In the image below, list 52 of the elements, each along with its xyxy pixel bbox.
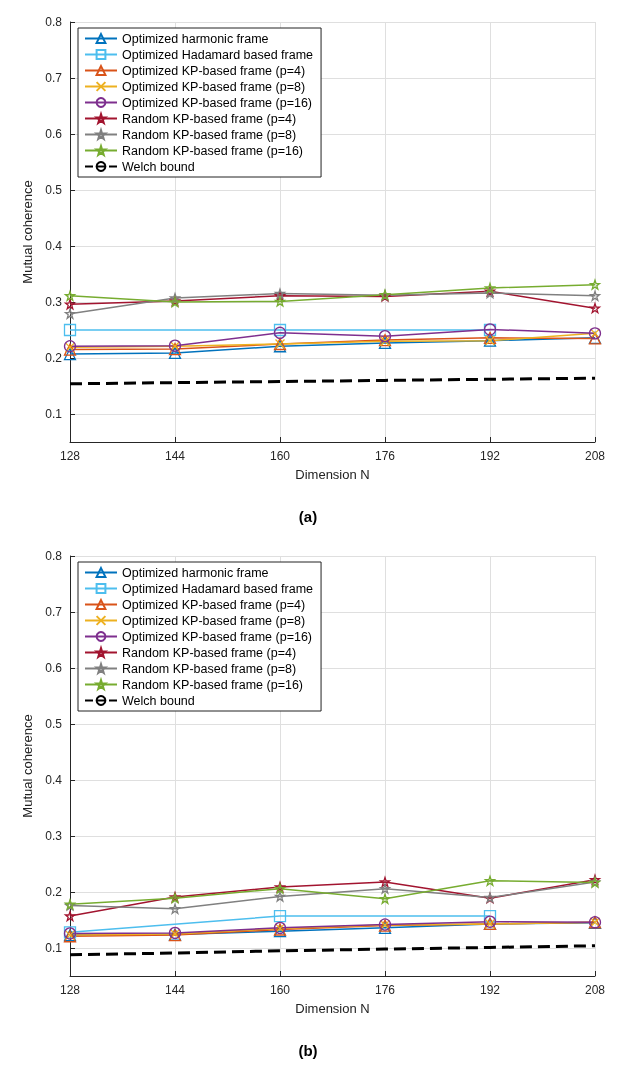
legend-label: Welch bound [122, 693, 195, 708]
x-tick-label: 128 [59, 983, 81, 997]
legend-label: Optimized Hadamard based frame [122, 581, 314, 596]
text: (a) [298, 508, 318, 525]
text: (b) [298, 1042, 318, 1059]
y-tick-label: 0.1 [45, 407, 63, 421]
legend-label: Optimized KP-based frame (p=4) [122, 63, 306, 78]
legend-label: Random KP-based frame (p=4) [122, 111, 297, 126]
legend-label: Optimized harmonic frame [122, 31, 269, 46]
y-tick-label: 0.2 [45, 885, 63, 899]
legend-label: Random KP-based frame (p=16) [122, 143, 303, 158]
y-tick-label: 0.5 [45, 717, 63, 731]
legend-label: Optimized harmonic frame [122, 565, 269, 580]
y-tick-label: 0.4 [45, 773, 63, 787]
y-tick-label: 0.3 [45, 829, 63, 843]
x-tick-label: 192 [479, 449, 501, 463]
x-tick-label: 160 [269, 983, 291, 997]
legend-label: Optimized Hadamard based frame [122, 47, 314, 62]
y-axis-title: Mutual coherence [20, 714, 35, 818]
y-tick-label: 0.7 [45, 71, 63, 85]
x-tick-label: 144 [164, 983, 186, 997]
legend-label: Optimized KP-based frame (p=16) [122, 629, 313, 644]
x-axis-title: Dimension N [295, 1001, 370, 1016]
x-tick-label: 176 [374, 449, 396, 463]
x-tick-label: 176 [374, 983, 396, 997]
y-tick-label: 0.6 [45, 661, 63, 675]
x-tick-label: 208 [584, 983, 606, 997]
x-tick-label: 208 [584, 449, 606, 463]
y-tick-label: 0.7 [45, 605, 63, 619]
legend-label: Optimized KP-based frame (p=16) [122, 95, 313, 110]
y-tick-label: 0.1 [45, 941, 63, 955]
x-axis-title: Dimension N [295, 467, 370, 482]
legend-label: Optimized KP-based frame (p=4) [122, 597, 306, 612]
x-tick-label: 160 [269, 449, 291, 463]
x-tick-label: 144 [164, 449, 186, 463]
legend-label: Random KP-based frame (p=8) [122, 127, 297, 142]
x-tick-label: 192 [479, 983, 501, 997]
y-tick-label: 0.8 [45, 15, 63, 29]
y-tick-label: 0.2 [45, 351, 63, 365]
legend-label: Welch bound [122, 159, 195, 174]
legend-label: Optimized KP-based frame (p=8) [122, 613, 306, 628]
y-tick-label: 0.8 [45, 549, 63, 563]
legend-label: Optimized KP-based frame (p=8) [122, 79, 306, 94]
y-tick-label: 0.5 [45, 183, 63, 197]
y-tick-label: 0.3 [45, 295, 63, 309]
legend-label: Random KP-based frame (p=16) [122, 677, 303, 692]
y-axis-title: Mutual coherence [20, 180, 35, 284]
legend-label: Random KP-based frame (p=4) [122, 645, 297, 660]
y-tick-label: 0.6 [45, 127, 63, 141]
legend-label: Random KP-based frame (p=8) [122, 661, 297, 676]
y-tick-label: 0.4 [45, 239, 63, 253]
x-tick-label: 128 [59, 449, 81, 463]
